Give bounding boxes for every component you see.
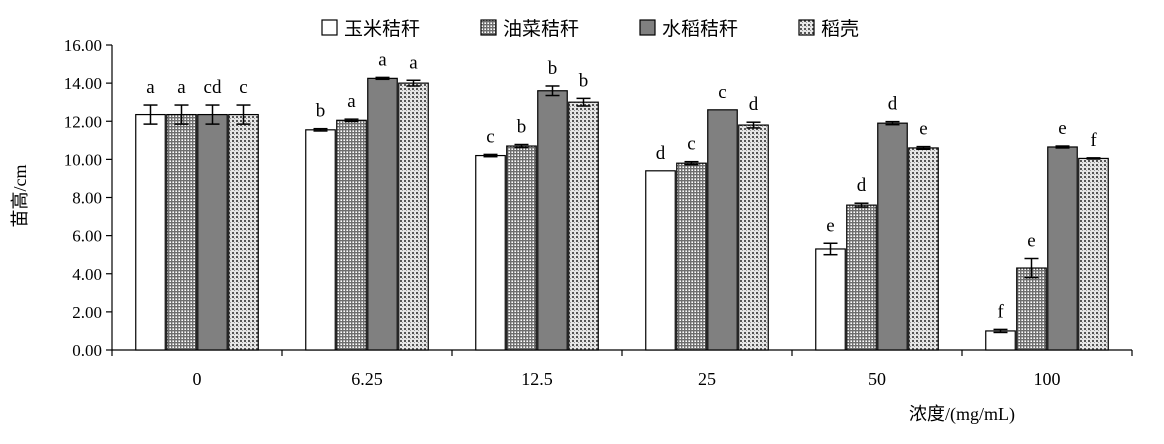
bar xyxy=(815,248,846,351)
bar xyxy=(877,122,908,351)
significance-label: c xyxy=(486,126,494,147)
legend-swatch xyxy=(321,19,338,36)
bar xyxy=(367,77,398,351)
x-tick-label: 50 xyxy=(868,369,886,389)
legend-label: 水稻秸秆 xyxy=(662,18,738,40)
bar xyxy=(985,330,1016,351)
x-tick-label: 25 xyxy=(698,369,716,389)
bar xyxy=(506,145,537,351)
bar xyxy=(1047,146,1078,351)
significance-label: d xyxy=(656,143,666,164)
y-axis-title: 苗高/cm xyxy=(10,165,30,228)
y-tick-label: 8.00 xyxy=(72,189,102,208)
bar xyxy=(1078,157,1109,351)
significance-label: c xyxy=(687,134,695,155)
legend-swatch xyxy=(639,19,656,36)
significance-label: b xyxy=(548,58,558,79)
significance-label: b xyxy=(579,70,589,91)
significance-label: a xyxy=(347,91,356,112)
y-tick-label: 4.00 xyxy=(72,265,102,284)
legend-item: 玉米秸秆 xyxy=(321,18,420,40)
legend: 玉米秸秆 油菜秸秆 水稻秸秆 稻壳 xyxy=(321,18,859,40)
bar xyxy=(568,101,599,351)
legend-swatch xyxy=(798,19,815,36)
bar xyxy=(707,109,738,351)
legend-item: 稻壳 xyxy=(798,18,859,40)
significance-label: a xyxy=(409,52,418,73)
bar xyxy=(336,119,367,351)
y-tick-label: 16.00 xyxy=(64,36,102,55)
x-tick-label: 6.25 xyxy=(351,369,383,389)
significance-label: b xyxy=(316,101,326,122)
significance-label: cd xyxy=(204,77,222,98)
bar xyxy=(537,90,568,351)
significance-label: d xyxy=(888,94,898,115)
bar xyxy=(197,113,228,351)
y-tick-label: 12.00 xyxy=(64,112,102,131)
x-axis-title: 浓度/(mg/mL) xyxy=(909,404,1015,425)
x-tick-label: 100 xyxy=(1034,369,1061,389)
y-tick-label: 10.00 xyxy=(64,150,102,169)
legend-item: 水稻秸秆 xyxy=(639,18,738,40)
significance-label: a xyxy=(146,77,155,98)
legend-item: 油菜秸秆 xyxy=(480,18,579,40)
bar xyxy=(475,154,506,351)
significance-label: d xyxy=(749,94,759,115)
bar xyxy=(166,113,197,351)
significance-label: f xyxy=(997,301,1004,322)
bar xyxy=(908,147,939,351)
legend-label: 稻壳 xyxy=(821,18,859,40)
significance-label: c xyxy=(239,77,247,98)
y-tick-label: 2.00 xyxy=(72,303,102,322)
bar xyxy=(228,113,259,351)
significance-label: e xyxy=(826,215,834,236)
bar xyxy=(738,124,769,351)
legend-label: 油菜秸秆 xyxy=(503,18,579,40)
significance-label: b xyxy=(517,117,527,138)
significance-label: a xyxy=(177,77,186,98)
bar xyxy=(398,82,429,351)
y-tick-label: 6.00 xyxy=(72,227,102,246)
y-axis: 0.00 2.00 4.00 6.00 8.00 10.00 12.00 14.00 16.00 xyxy=(64,36,113,360)
bar xyxy=(846,204,877,351)
y-tick-label: 0.00 xyxy=(72,341,102,360)
significance-label: e xyxy=(919,119,927,140)
significance-label: e xyxy=(1027,231,1035,252)
significance-label: e xyxy=(1058,118,1066,139)
x-tick-label: 12.5 xyxy=(521,369,553,389)
legend-label: 玉米秸秆 xyxy=(344,18,420,40)
bar xyxy=(1016,267,1047,351)
legend-swatch xyxy=(480,19,497,36)
x-tick-label: 0 xyxy=(193,369,202,389)
bar xyxy=(676,162,707,351)
significance-label: c xyxy=(718,82,726,103)
bar xyxy=(645,170,676,351)
x-axis: 0 6.25 12.5 25 50 100 xyxy=(111,349,1133,389)
significance-label: d xyxy=(857,175,867,196)
y-tick-label: 14.00 xyxy=(64,74,102,93)
bar xyxy=(305,129,336,351)
significance-label: f xyxy=(1090,130,1097,151)
significance-label: a xyxy=(378,49,387,70)
bar xyxy=(135,113,166,351)
